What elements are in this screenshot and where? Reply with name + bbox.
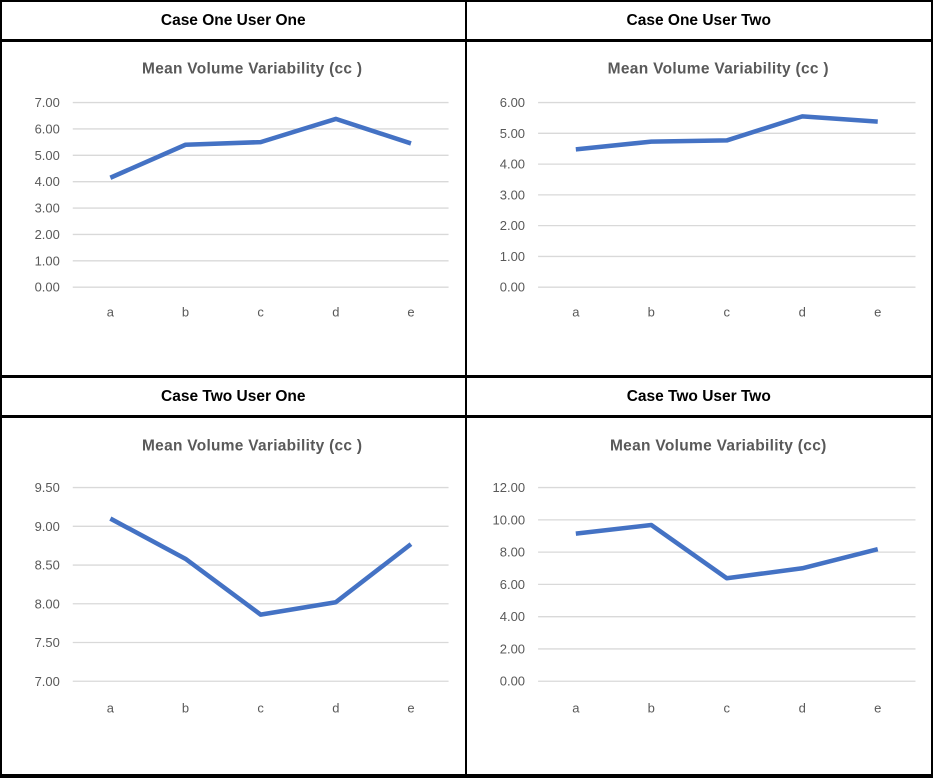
y-tick-label: 6.00 bbox=[35, 121, 60, 136]
y-tick-label: 5.00 bbox=[35, 148, 60, 163]
y-tick-label: 12.00 bbox=[492, 480, 525, 495]
x-category-label: e bbox=[874, 700, 881, 715]
x-category-label: d bbox=[332, 700, 339, 715]
line-chart-case-one-user-one: 0.00 1.00 2.00 3.00 4.00 5.00 6.00 7.00 Mean Vol… bbox=[2, 42, 465, 375]
chart-title: Mean Volume Variability (cc) bbox=[609, 437, 826, 454]
y-tick-label: 0.00 bbox=[499, 280, 524, 295]
panel-header-label: Case One User One bbox=[160, 11, 306, 29]
y-tick-label: 8.00 bbox=[499, 545, 524, 560]
y-axis-tick-labels: 7.00 7.50 8.00 8.50 9.00 9.50 bbox=[35, 480, 60, 689]
y-tick-label: 3.00 bbox=[35, 201, 60, 216]
y-tick-label: 8.00 bbox=[35, 596, 60, 611]
y-tick-label: 7.00 bbox=[35, 674, 60, 689]
y-tick-label: 6.00 bbox=[499, 95, 524, 110]
y-tick-label: 3.00 bbox=[499, 187, 524, 202]
y-tick-label: 2.00 bbox=[499, 641, 524, 656]
x-category-label: b bbox=[647, 700, 654, 715]
gridlines bbox=[537, 101, 915, 288]
x-category-label: a bbox=[572, 700, 580, 715]
x-category-label: d bbox=[798, 700, 805, 715]
y-tick-label: 1.00 bbox=[499, 249, 524, 264]
x-category-label: b bbox=[182, 304, 189, 319]
panel-header-label: Case Two User One bbox=[161, 387, 306, 405]
y-tick-label: 4.00 bbox=[499, 609, 524, 624]
gridlines bbox=[537, 486, 915, 682]
panel-case-one-user-two: Case One User Two 0.00 1.00 2.00 3.00 4.00 5.… bbox=[466, 2, 932, 378]
x-category-label: b bbox=[182, 700, 189, 715]
y-tick-label: 4.00 bbox=[499, 157, 524, 172]
y-tick-label: 6.00 bbox=[499, 577, 524, 592]
panel-header-label: Case Two User Two bbox=[626, 387, 771, 405]
panel-header-label: Case One User Two bbox=[626, 11, 771, 29]
series-line bbox=[109, 116, 412, 180]
chart-title: Mean Volume Variability (cc ) bbox=[607, 60, 828, 77]
y-tick-label: 8.50 bbox=[35, 558, 60, 573]
y-tick-label: 9.50 bbox=[35, 480, 60, 495]
y-tick-label: 9.00 bbox=[35, 519, 60, 534]
gridlines bbox=[72, 101, 449, 288]
line-chart-case-two-user-two: 0.00 2.00 4.00 6.00 8.00 10.00 12.00 Mean Volum… bbox=[467, 418, 932, 774]
series-line bbox=[109, 516, 413, 617]
y-axis-tick-labels: 0.00 1.00 2.00 3.00 4.00 5.00 6.00 7.00 bbox=[35, 95, 60, 295]
panel-case-one-user-one: Case One User One 0.00 1.00 2.00 3.00 4.00 5.… bbox=[2, 2, 467, 378]
x-category-label: d bbox=[798, 304, 805, 319]
x-axis-category-labels: a b c d e bbox=[572, 700, 881, 715]
chart-title: Mean Volume Variability (cc ) bbox=[142, 437, 362, 454]
y-tick-label: 2.00 bbox=[499, 218, 524, 233]
series-line bbox=[575, 522, 878, 581]
y-tick-label: 7.00 bbox=[35, 95, 60, 110]
x-axis-category-labels: a b c d e bbox=[572, 304, 881, 319]
x-category-label: e bbox=[407, 304, 414, 319]
x-category-label: a bbox=[572, 304, 580, 319]
x-category-label: b bbox=[647, 304, 654, 319]
y-tick-label: 10.00 bbox=[492, 512, 525, 527]
y-axis-tick-labels: 0.00 2.00 4.00 6.00 8.00 10.00 12.00 bbox=[492, 480, 525, 689]
x-axis-category-labels: a b c d e bbox=[107, 304, 415, 319]
x-category-label: a bbox=[107, 304, 115, 319]
panel-case-two-user-two: Case Two User Two 0.00 2.00 4.00 6.00 8.00 10… bbox=[466, 378, 932, 774]
y-tick-label: 0.00 bbox=[35, 280, 60, 295]
panel-header: Case Two User Two bbox=[466, 378, 931, 418]
x-category-label: c bbox=[723, 304, 730, 319]
y-tick-label: 1.00 bbox=[35, 253, 60, 268]
y-tick-label: 7.50 bbox=[35, 635, 60, 650]
x-category-label: e bbox=[407, 700, 414, 715]
panel-case-two-user-one: Case Two User One 7.00 7.50 8.00 8.50 9.00 9.… bbox=[2, 378, 467, 774]
panel-header: Case One User Two bbox=[466, 2, 931, 42]
x-category-label: c bbox=[257, 700, 264, 715]
chart-canvas: 0.00 1.00 2.00 3.00 4.00 5.00 6.00 Mean Volume … bbox=[499, 60, 915, 319]
y-axis-tick-labels: 0.00 1.00 2.00 3.00 4.00 5.00 6.00 bbox=[499, 95, 524, 295]
x-category-label: e bbox=[874, 304, 881, 319]
x-axis-category-labels: a b c d e bbox=[107, 700, 415, 715]
chart-canvas: 0.00 2.00 4.00 6.00 8.00 10.00 12.00 Mean Volum… bbox=[492, 437, 915, 715]
y-tick-label: 4.00 bbox=[35, 174, 60, 189]
panel-header: Case Two User One bbox=[2, 378, 465, 418]
line-chart-case-two-user-one: 7.00 7.50 8.00 8.50 9.00 9.50 Mean Volume Vari… bbox=[2, 418, 465, 774]
panel-header: Case One User One bbox=[2, 2, 465, 42]
series-line bbox=[575, 114, 878, 152]
gridlines bbox=[72, 486, 449, 682]
chart-title: Mean Volume Variability (cc ) bbox=[142, 60, 362, 77]
line-chart-case-one-user-two: 0.00 1.00 2.00 3.00 4.00 5.00 6.00 Mean Volume … bbox=[467, 42, 932, 375]
y-tick-label: 5.00 bbox=[499, 126, 524, 141]
y-tick-label: 2.00 bbox=[35, 227, 60, 242]
y-tick-label: 0.00 bbox=[499, 674, 524, 689]
x-category-label: c bbox=[723, 700, 730, 715]
x-category-label: a bbox=[107, 700, 115, 715]
chart-canvas: 7.00 7.50 8.00 8.50 9.00 9.50 Mean Volume Vari… bbox=[35, 437, 449, 715]
x-category-label: c bbox=[257, 304, 264, 319]
x-category-label: d bbox=[332, 304, 339, 319]
chart-canvas: 0.00 1.00 2.00 3.00 4.00 5.00 6.00 7.00 Mean Vol… bbox=[35, 60, 449, 319]
